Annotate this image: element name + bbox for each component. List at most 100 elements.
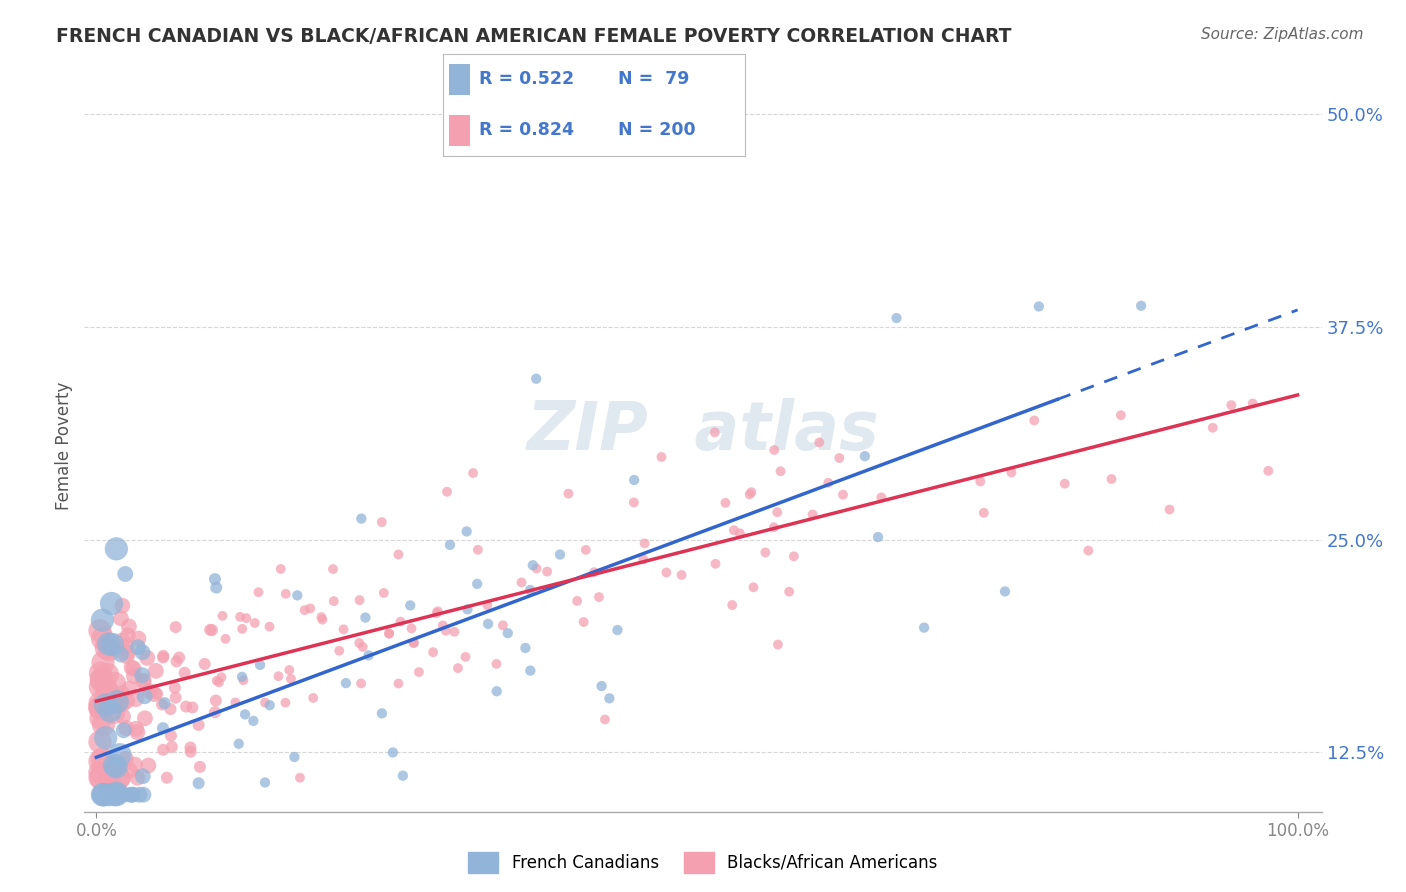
Point bbox=[132, 769, 155, 783]
Point bbox=[387, 548, 409, 562]
Point bbox=[89, 765, 111, 780]
Point bbox=[575, 542, 598, 557]
Point bbox=[101, 638, 124, 652]
Point bbox=[1202, 420, 1225, 434]
Point bbox=[117, 645, 139, 659]
Point bbox=[214, 632, 236, 646]
Point bbox=[125, 692, 148, 706]
Point bbox=[477, 616, 499, 631]
Point bbox=[1053, 476, 1076, 491]
Point bbox=[593, 713, 616, 727]
Point bbox=[832, 488, 855, 502]
Point bbox=[160, 729, 183, 743]
Point bbox=[378, 626, 401, 640]
Point bbox=[235, 611, 257, 625]
Point bbox=[522, 558, 544, 573]
Point bbox=[285, 588, 308, 602]
Point bbox=[121, 788, 143, 802]
Point bbox=[378, 627, 401, 641]
Point bbox=[389, 615, 412, 629]
Point bbox=[112, 788, 135, 802]
Point bbox=[224, 696, 246, 710]
Point bbox=[118, 619, 141, 633]
Legend: French Canadians, Blacks/African Americans: French Canadians, Blacks/African America… bbox=[461, 846, 945, 880]
Point bbox=[763, 442, 786, 457]
Point bbox=[456, 524, 478, 539]
Point bbox=[132, 788, 155, 802]
Point bbox=[152, 721, 174, 735]
Point bbox=[270, 562, 292, 576]
Point bbox=[853, 449, 876, 463]
Point bbox=[274, 696, 297, 710]
Point bbox=[352, 640, 374, 654]
Text: Source: ZipAtlas.com: Source: ZipAtlas.com bbox=[1201, 27, 1364, 42]
Point bbox=[132, 673, 155, 688]
Point bbox=[1000, 466, 1022, 480]
Point bbox=[912, 621, 935, 635]
Point bbox=[90, 711, 112, 725]
Point bbox=[259, 620, 281, 634]
Point bbox=[572, 615, 595, 629]
Point bbox=[91, 788, 114, 802]
Point bbox=[434, 624, 457, 638]
Point bbox=[766, 638, 789, 652]
Point bbox=[243, 615, 266, 630]
Point bbox=[138, 684, 160, 698]
Point bbox=[233, 707, 256, 722]
Bar bbox=[449, 64, 470, 95]
Point bbox=[766, 505, 789, 519]
Point bbox=[623, 473, 645, 487]
Point bbox=[145, 664, 167, 678]
Point bbox=[633, 536, 655, 550]
Point bbox=[1101, 472, 1123, 486]
Point bbox=[104, 694, 127, 708]
Point bbox=[557, 486, 579, 500]
Point bbox=[174, 699, 197, 714]
Point bbox=[91, 656, 114, 670]
Point bbox=[150, 698, 173, 712]
Point bbox=[808, 435, 831, 450]
Point bbox=[866, 530, 889, 544]
Point bbox=[349, 593, 371, 607]
Point bbox=[105, 786, 128, 800]
Point bbox=[114, 752, 136, 766]
Text: FRENCH CANADIAN VS BLACK/AFRICAN AMERICAN FEMALE POVERTY CORRELATION CHART: FRENCH CANADIAN VS BLACK/AFRICAN AMERICA… bbox=[56, 27, 1012, 45]
Point bbox=[328, 644, 350, 658]
Point bbox=[519, 582, 541, 597]
Point bbox=[740, 485, 762, 500]
Point bbox=[738, 487, 761, 501]
Point bbox=[519, 664, 541, 678]
Point bbox=[259, 698, 281, 713]
Point bbox=[125, 722, 148, 736]
Point bbox=[536, 565, 558, 579]
Point bbox=[742, 580, 765, 594]
Point bbox=[565, 594, 588, 608]
Point bbox=[373, 586, 395, 600]
Point bbox=[870, 491, 893, 505]
Point bbox=[401, 621, 423, 635]
Point bbox=[253, 696, 276, 710]
Point bbox=[1077, 543, 1099, 558]
Point bbox=[138, 758, 160, 772]
Point bbox=[115, 640, 138, 654]
Point bbox=[492, 618, 515, 632]
Point bbox=[1024, 413, 1046, 427]
Point bbox=[98, 771, 121, 785]
Point bbox=[311, 613, 333, 627]
Point bbox=[94, 681, 117, 696]
Point bbox=[89, 700, 111, 714]
Point bbox=[105, 760, 128, 774]
Point bbox=[96, 641, 118, 656]
Point bbox=[443, 624, 465, 639]
Point bbox=[994, 584, 1017, 599]
Point bbox=[165, 690, 187, 705]
Point bbox=[354, 610, 377, 624]
Point bbox=[242, 714, 264, 728]
Point bbox=[381, 746, 404, 760]
Point bbox=[477, 598, 499, 612]
Point bbox=[349, 636, 371, 650]
Point bbox=[467, 542, 489, 557]
Point bbox=[231, 622, 253, 636]
Text: R = 0.824: R = 0.824 bbox=[479, 121, 574, 139]
Point bbox=[588, 590, 610, 604]
